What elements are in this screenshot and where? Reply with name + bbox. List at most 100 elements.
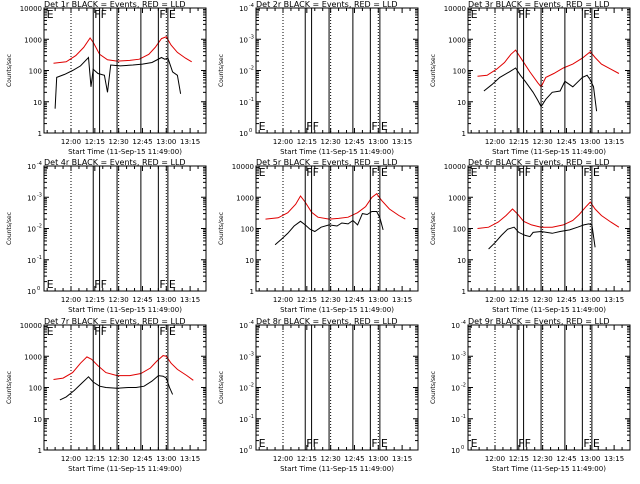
x-tick-label: 12:00 bbox=[273, 455, 293, 463]
y-tick-exponent: -1 bbox=[461, 414, 466, 420]
x-tick-label: 12:45 bbox=[344, 138, 364, 146]
y-tick-label: 10 bbox=[239, 130, 248, 138]
lld-series-line bbox=[477, 49, 620, 88]
y-tick-label: 10 bbox=[451, 416, 460, 424]
y-tick-label: 1000 bbox=[24, 36, 42, 44]
event-letter: F bbox=[159, 8, 165, 21]
event-letter: E bbox=[259, 120, 266, 133]
lld-series-line bbox=[477, 201, 620, 229]
x-tick-label: 12:45 bbox=[556, 455, 576, 463]
x-tick-label: 12:30 bbox=[109, 296, 129, 304]
event-letter: E bbox=[47, 8, 54, 21]
x-tick-label: 13:00 bbox=[156, 455, 176, 463]
x-tick-label: 12:00 bbox=[273, 296, 293, 304]
x-tick-label: 12:30 bbox=[321, 455, 341, 463]
chart-title: Det 8r BLACK = Events, RED = LLD bbox=[256, 317, 398, 326]
y-tick-exponent: -2 bbox=[461, 383, 466, 389]
y-tick-label: 10 bbox=[457, 257, 466, 265]
y-tick-label: 10 bbox=[27, 226, 36, 234]
y-axis-label: Counts/sec bbox=[430, 212, 437, 245]
x-axis-label: Start Time (11-Sep-15 11:49:00) bbox=[68, 306, 182, 314]
y-tick-label: 10 bbox=[33, 99, 42, 107]
y-axis-label: Counts/sec bbox=[430, 371, 437, 404]
chart-title: Det 2r BLACK = Events, RED = LLD bbox=[256, 0, 398, 9]
plot-frame bbox=[43, 7, 207, 134]
y-axis-label: Counts/sec bbox=[430, 54, 437, 87]
y-tick-label: 10 bbox=[27, 194, 36, 202]
x-tick-label: 12:45 bbox=[344, 296, 364, 304]
x-tick-label: 13:15 bbox=[180, 455, 200, 463]
event-letter: E bbox=[169, 325, 176, 338]
event-letter: F bbox=[525, 166, 531, 179]
x-tick-label: 13:00 bbox=[368, 138, 388, 146]
y-tick-label: 1 bbox=[462, 288, 466, 296]
y-tick-exponent: -4 bbox=[461, 320, 466, 326]
y-tick-label: 1000 bbox=[448, 36, 466, 44]
event-letter: E bbox=[593, 437, 600, 450]
x-tick-label: 12:00 bbox=[485, 296, 505, 304]
y-tick-label: 1 bbox=[462, 130, 466, 138]
event-letter: F bbox=[94, 278, 100, 291]
y-axis-label: Counts/sec bbox=[218, 371, 225, 404]
x-tick-label: 12:15 bbox=[85, 455, 105, 463]
y-tick-label: 10 bbox=[27, 163, 36, 171]
event-letter: F bbox=[313, 120, 319, 133]
y-tick-exponent: -1 bbox=[249, 414, 254, 420]
x-axis-label: Start Time (11-Sep-15 11:49:00) bbox=[492, 306, 606, 314]
plot-frame bbox=[467, 165, 631, 292]
event-letter: F bbox=[306, 120, 312, 133]
y-tick-label: 1 bbox=[38, 130, 42, 138]
y-tick-label: 10 bbox=[239, 5, 248, 13]
y-tick-exponent: 0 bbox=[461, 445, 464, 451]
y-axis-label: Counts/sec bbox=[218, 54, 225, 87]
chart-title: Det 5r BLACK = Events, RED = LLD bbox=[256, 158, 398, 167]
x-axis-label: Start Time (11-Sep-15 11:49:00) bbox=[68, 465, 182, 473]
x-tick-label: 12:15 bbox=[509, 296, 529, 304]
event-letter: F bbox=[313, 437, 319, 450]
y-tick-label: 10 bbox=[239, 447, 248, 455]
y-tick-exponent: -3 bbox=[249, 34, 254, 40]
y-axis-label: Counts/sec bbox=[6, 54, 13, 87]
y-tick-label: 100 bbox=[241, 226, 254, 234]
event-letter: E bbox=[47, 278, 54, 291]
y-tick-label: 10 bbox=[239, 322, 248, 330]
x-tick-label: 12:30 bbox=[109, 455, 129, 463]
event-letter: F bbox=[159, 278, 165, 291]
lld-series-line bbox=[265, 192, 406, 220]
x-tick-label: 12:15 bbox=[509, 138, 529, 146]
x-tick-label: 13:00 bbox=[580, 296, 600, 304]
x-tick-label: 13:15 bbox=[392, 296, 412, 304]
x-tick-label: 13:00 bbox=[156, 138, 176, 146]
y-tick-label: 10 bbox=[451, 322, 460, 330]
y-tick-label: 100 bbox=[453, 68, 466, 76]
x-tick-label: 13:15 bbox=[604, 296, 624, 304]
event-letter: E bbox=[47, 325, 54, 338]
y-tick-label: 1000 bbox=[24, 353, 42, 361]
event-letter: F bbox=[159, 325, 165, 338]
chart-title: Det 9r BLACK = Events, RED = LLD bbox=[468, 317, 610, 326]
y-tick-label: 10 bbox=[27, 257, 36, 265]
x-tick-label: 12:15 bbox=[297, 296, 317, 304]
event-letter: F bbox=[371, 437, 377, 450]
x-tick-label: 12:45 bbox=[132, 138, 152, 146]
event-letter: F bbox=[583, 8, 589, 21]
x-axis-label: Start Time (11-Sep-15 11:49:00) bbox=[280, 306, 394, 314]
y-tick-exponent: -4 bbox=[249, 320, 254, 326]
event-letter: E bbox=[259, 166, 266, 179]
y-tick-label: 10000 bbox=[20, 5, 42, 13]
event-letter: F bbox=[583, 166, 589, 179]
event-letter: F bbox=[518, 437, 524, 450]
y-tick-label: 100 bbox=[29, 68, 42, 76]
event-letter: E bbox=[381, 166, 388, 179]
y-tick-exponent: 0 bbox=[249, 128, 252, 134]
y-tick-label: 10 bbox=[451, 447, 460, 455]
x-tick-label: 12:45 bbox=[132, 296, 152, 304]
x-tick-label: 12:00 bbox=[485, 455, 505, 463]
y-tick-exponent: -3 bbox=[461, 351, 466, 357]
event-letter: F bbox=[306, 437, 312, 450]
y-tick-exponent: -3 bbox=[37, 192, 42, 198]
x-tick-label: 13:15 bbox=[604, 455, 624, 463]
